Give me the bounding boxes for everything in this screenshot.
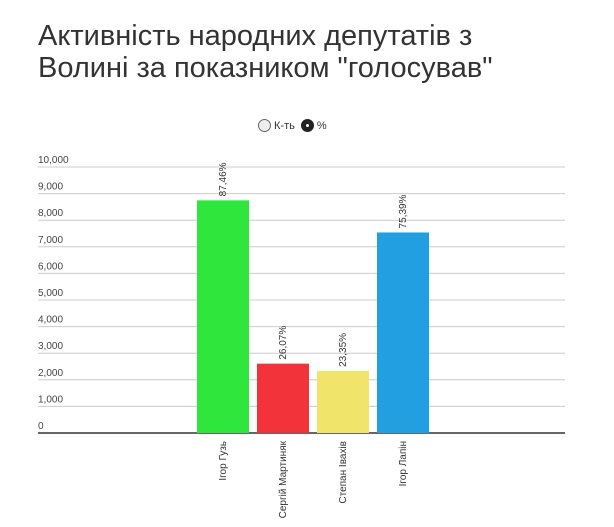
y-tick-label: 5,000 xyxy=(38,288,63,299)
chart-title: Активність народних депутатів з Волині з… xyxy=(38,20,493,84)
radio[interactable] xyxy=(300,119,314,132)
value-label: 23,35% xyxy=(338,333,349,367)
x-tick-label: Ігор Лапін xyxy=(398,441,409,486)
y-tick-label: 2,000 xyxy=(38,368,63,379)
x-tick-label: Степан Івахів xyxy=(338,441,349,504)
y-tick-label: 7,000 xyxy=(38,235,63,246)
y-tick-label: 3,000 xyxy=(38,341,63,352)
y-tick-label: 10,000 xyxy=(38,155,69,166)
value-label: 26,07% xyxy=(278,326,289,360)
y-tick-label: 9,000 xyxy=(38,182,63,193)
toggle-option[interactable]: К-ть xyxy=(258,119,295,132)
value-label: 75,39% xyxy=(398,194,409,228)
toggle: К-ть% xyxy=(258,119,327,132)
value-label: 87,46% xyxy=(218,162,229,196)
y-tick-label: 8,000 xyxy=(38,208,63,219)
y-tick-label: 6,000 xyxy=(38,261,63,272)
bar xyxy=(317,370,369,433)
bar xyxy=(197,200,249,433)
y-tick-label: 0 xyxy=(38,421,44,432)
y-tick-label: 4,000 xyxy=(38,315,63,326)
x-tick-label: Ігор Гузь xyxy=(218,441,229,481)
toggle-option[interactable]: % xyxy=(300,119,327,132)
toggle-label[interactable]: К-ть xyxy=(274,119,295,132)
toggle-label[interactable]: % xyxy=(316,119,327,132)
bar xyxy=(377,232,429,433)
radio[interactable] xyxy=(258,119,271,132)
bar xyxy=(257,363,309,433)
y-tick-label: 1,000 xyxy=(38,394,63,405)
x-tick-label: Сергій Мартиняк xyxy=(278,440,289,518)
